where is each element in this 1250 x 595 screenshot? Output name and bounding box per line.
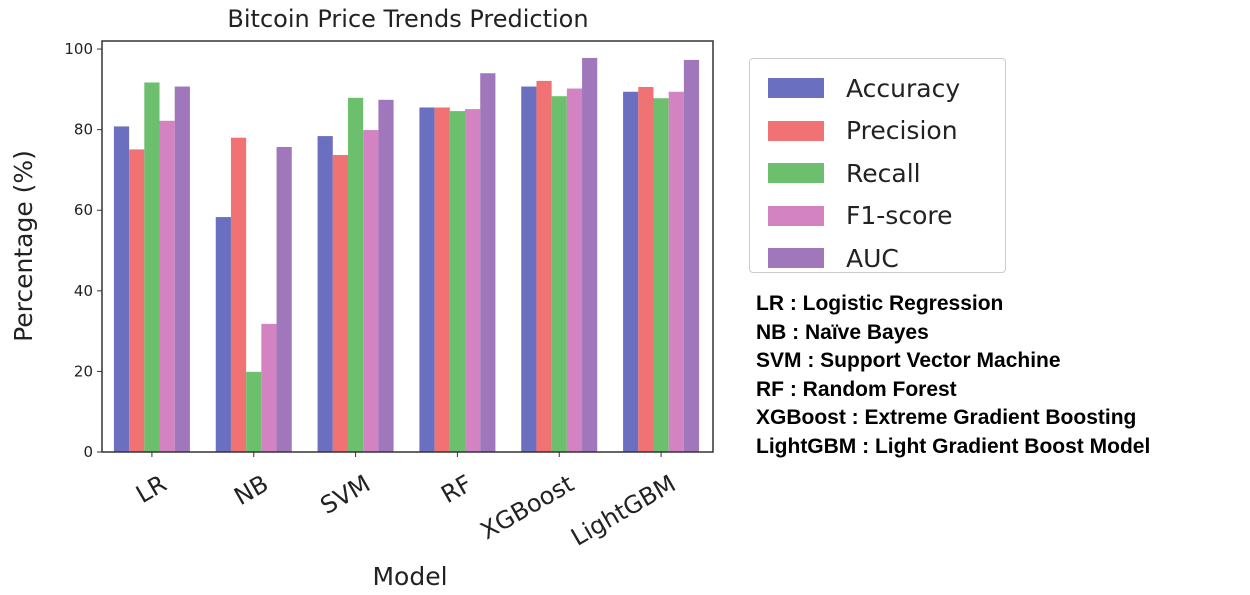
x-tick-label: XGBoost: [476, 469, 579, 545]
legend-label: Accuracy: [846, 73, 961, 103]
bar-xgboost-auc: [582, 57, 598, 453]
legend-label: Precision: [846, 116, 958, 146]
bar-xgboost-recall: [551, 96, 567, 452]
legend-label: AUC: [846, 243, 899, 273]
bar-svm-accuracy: [317, 136, 333, 452]
legend-swatch: [768, 205, 824, 226]
y-tick-label: 40: [74, 282, 93, 300]
y-tick-label: 100: [64, 40, 93, 58]
bar-lightgbm-auc: [683, 59, 700, 453]
bar-nb-accuracy: [215, 217, 231, 452]
y-axis-label: Percentage (%): [9, 150, 38, 342]
bar-rf-auc: [480, 73, 496, 452]
abbreviation-xgboost: XGBoost : Extreme Gradient Boosting: [756, 406, 1137, 429]
y-tick-label: 0: [83, 443, 93, 461]
x-tick-label: LightGBM: [566, 469, 680, 551]
y-tick-label: 20: [74, 362, 93, 380]
bar-nb-precision: [230, 137, 247, 453]
bar-svm-recall: [347, 97, 364, 453]
legend-swatch: [768, 120, 824, 141]
abbreviation-svm: SVM : Support Vector Machine: [756, 349, 1061, 372]
legend-swatch: [768, 248, 824, 269]
bar-chart: Bitcoin Price Trends Prediction 0 20 40 60 8…: [9, 5, 714, 591]
legend-swatch: [768, 163, 824, 184]
x-tick-label: RF: [436, 469, 476, 508]
bar-lightgbm-f1-score: [668, 91, 684, 452]
abbreviation-rf: RF : Random Forest: [756, 377, 957, 401]
bar-nb-auc: [276, 146, 292, 453]
bar-lightgbm-recall: [653, 98, 669, 452]
abbreviation-lr: LR : Logistic Regression: [756, 292, 1004, 315]
bar-lr-accuracy: [113, 126, 130, 453]
bar-rf-accuracy: [419, 107, 435, 452]
bar-rf-precision: [434, 107, 450, 452]
legend-item-f1-score: F1-score: [768, 195, 1005, 238]
bar-lr-recall: [144, 82, 160, 453]
bar-nb-recall: [246, 371, 262, 452]
legend-label: Recall: [846, 158, 921, 188]
bar-svm-f1-score: [363, 130, 379, 453]
legend: Accuracy Precision Recall F1-score AUC: [749, 58, 1006, 273]
bar-lr-precision: [129, 149, 145, 452]
abbreviation-lightgbm: LightGBM : Light Gradient Boost Model: [756, 434, 1151, 458]
bar-svm-auc: [378, 99, 394, 453]
bar-lr-auc: [174, 86, 190, 453]
plot-frame: [101, 40, 714, 453]
bar-xgboost-accuracy: [521, 86, 537, 453]
bar-xgboost-precision: [536, 80, 552, 452]
x-tick-label: LR: [131, 469, 171, 508]
bar-svm-precision: [332, 155, 348, 452]
abbreviation-nb: NB : Naïve Bayes: [756, 320, 929, 344]
bar-lightgbm-precision: [638, 86, 654, 452]
abbreviation-list: LR : Logistic Regression NB : Naïve Baye…: [756, 290, 1150, 461]
chart-title: Bitcoin Price Trends Prediction: [227, 5, 588, 33]
legend-label: F1-score: [846, 201, 953, 231]
x-tick-label: SVM: [316, 469, 375, 519]
x-tick-label: NB: [229, 469, 273, 510]
y-tick-label: 80: [74, 121, 93, 139]
bar-xgboost-f1-score: [566, 88, 583, 452]
bar-rf-recall: [449, 111, 466, 453]
bar-rf-f1-score: [465, 109, 481, 453]
y-tick-label: 60: [74, 201, 93, 219]
legend-item-recall: Recall: [768, 152, 1005, 195]
bar-lr-f1-score: [159, 120, 175, 453]
legend-item-accuracy: Accuracy: [768, 67, 1005, 110]
legend-item-precision: Precision: [768, 110, 1005, 153]
legend-swatch: [768, 78, 824, 99]
bar-lightgbm-accuracy: [623, 91, 639, 452]
x-axis-label: Model: [372, 562, 447, 591]
bar-nb-f1-score: [261, 323, 277, 452]
legend-item-auc: AUC: [768, 237, 1005, 280]
